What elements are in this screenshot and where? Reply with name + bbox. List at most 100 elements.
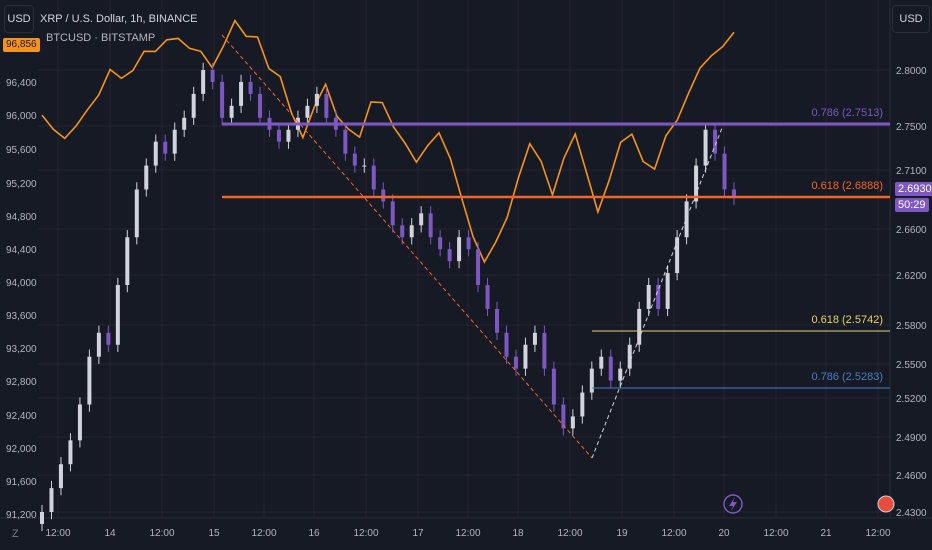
left-axis-tick-label: 93,600 [6, 311, 37, 322]
time-axis-tick-label: 14 [104, 528, 116, 539]
time-axis-tick-label: 15 [208, 528, 220, 539]
overlay-last-value-tag: 96,856 [3, 38, 40, 52]
events-flag-icon[interactable] [877, 495, 895, 513]
candle-body [125, 237, 130, 286]
candle-body [40, 512, 44, 524]
candle-body [570, 416, 575, 429]
candle-body [495, 308, 500, 333]
candle-body [191, 93, 196, 118]
time-axis-tick-label: 12:00 [763, 528, 788, 539]
left-axis-tick-label: 94,000 [6, 278, 37, 289]
candle-body [314, 93, 319, 106]
candle-body [646, 285, 651, 309]
fib-trend-line-up [591, 127, 723, 459]
candle-body [172, 129, 177, 154]
right-axis-tick-label: 2.4900 [896, 433, 927, 444]
candle-body [627, 344, 632, 369]
time-axis-panel [0, 518, 932, 550]
candle-body [513, 356, 518, 369]
candle-body [343, 129, 348, 154]
lightning-alert-icon[interactable] [723, 494, 743, 514]
candle-body [352, 153, 357, 166]
time-axis-tick-label: 16 [308, 528, 320, 539]
candle-body [134, 189, 139, 238]
fib-0786-lower-label: 0.786 (2.5283) [811, 371, 883, 383]
candle-body [438, 237, 443, 250]
candle-body [409, 225, 414, 238]
right-axis-tick-label: 2.7500 [896, 122, 927, 133]
candle-body [324, 93, 329, 118]
left-currency-button[interactable]: USD [4, 5, 34, 33]
overlay-legend[interactable]: BTCUSD · BITSTAMP [46, 32, 156, 44]
time-axis-tick-label: 17 [412, 528, 424, 539]
left-axis-tick-label: 94,800 [6, 212, 37, 223]
candle-body [286, 129, 291, 142]
fib-0618-lower-label: 0.618 (2.5742) [811, 314, 883, 326]
left-axis-tick-label: 92,400 [6, 411, 37, 422]
right-axis-tick-label: 2.5800 [896, 321, 927, 332]
candle-body [400, 225, 405, 238]
left-axis-tick-label: 91,600 [6, 477, 37, 488]
candle-body [229, 105, 234, 118]
candle-body [532, 332, 537, 345]
btcusd-overlay-line [41, 19, 735, 264]
right-axis-tick-label: 2.6600 [896, 225, 927, 236]
time-axis-tick-label: 21 [820, 528, 832, 539]
right-axis-tick-label: 2.8000 [896, 66, 927, 77]
last-price-tag: 2.6930 [895, 182, 932, 196]
fib-trend-line-down [221, 34, 593, 459]
candle-body [561, 404, 566, 429]
candle-body [163, 141, 168, 154]
fib-0618-upper-label: 0.618 (2.6888) [811, 180, 883, 192]
candle-body [362, 165, 367, 167]
fib-0786-upper-label: 0.786 (2.7513) [811, 107, 883, 119]
candle-body [153, 141, 158, 166]
candle-body [551, 368, 556, 405]
candle-body [608, 356, 613, 381]
left-axis-tick-label: 96,400 [6, 78, 37, 89]
candle-body [58, 464, 63, 489]
candle-body [713, 129, 718, 154]
candle-body [381, 189, 386, 202]
candle-body [106, 332, 111, 345]
time-axis-tick-label: 12:00 [455, 528, 480, 539]
left-axis-tick-label: 94,400 [6, 245, 37, 256]
candle-body [637, 308, 642, 345]
candle-body [144, 165, 149, 190]
candle-body [580, 392, 585, 417]
candle-body [457, 237, 462, 262]
candle-body [504, 332, 509, 357]
symbol-title: XRP / U.S. Dollar, 1h, BINANCE [40, 13, 198, 25]
left-axis-tick-label: 91,200 [6, 510, 37, 521]
right-currency-button[interactable]: USD [892, 5, 930, 33]
candle-body [447, 249, 452, 262]
left-axis-tick-label: 95,600 [6, 145, 37, 156]
candle-body [485, 285, 490, 309]
candle-body [732, 189, 736, 198]
time-axis-tick-label: 12:00 [149, 528, 174, 539]
candle-body [684, 201, 689, 238]
time-axis-tick-label: 12:00 [661, 528, 686, 539]
candle-body [201, 70, 206, 94]
candle-body [722, 153, 727, 190]
z-scale-toggle[interactable]: Z [12, 528, 19, 540]
candle-body [49, 488, 54, 512]
left-axis-tick-label: 96,000 [6, 111, 37, 122]
candle-body [428, 213, 433, 238]
left-axis-tick-label: 92,800 [6, 377, 37, 388]
candle-body [419, 213, 424, 226]
candle-body [68, 440, 73, 465]
candle-body [542, 332, 547, 369]
countdown-tag: 50:29 [895, 198, 929, 212]
right-axis-tick-label: 2.4600 [896, 471, 927, 482]
lightning-bolt-icon [729, 497, 737, 511]
candle-body [276, 129, 281, 142]
candle-body [694, 165, 699, 202]
time-axis-tick-label: 12:00 [353, 528, 378, 539]
candle-body [476, 249, 481, 286]
candle-body [599, 356, 604, 369]
right-axis-tick-label: 2.5500 [896, 360, 927, 371]
candle-body [665, 273, 670, 309]
right-axis-tick-label: 2.6200 [896, 271, 927, 282]
